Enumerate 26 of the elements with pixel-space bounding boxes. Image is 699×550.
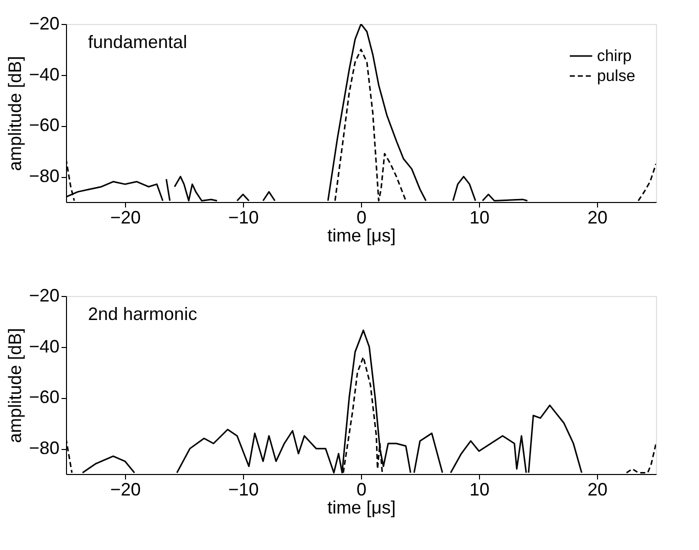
legend-label: chirp: [597, 48, 632, 65]
y-tick-label: −80: [28, 438, 60, 458]
x-tick-label: 10: [469, 480, 490, 500]
y-tick-label: −60: [28, 387, 60, 408]
y-tick-label: −20: [28, 14, 60, 34]
x-tick-label: −20: [110, 480, 141, 500]
x-tick-label: 0: [356, 480, 367, 500]
y-tick-label: −80: [28, 166, 60, 186]
x-axis-title: time [μs]: [327, 226, 396, 246]
x-tick-label: 20: [587, 480, 608, 500]
x-tick-label: −20: [110, 208, 141, 228]
x-tick-label: −10: [228, 480, 259, 500]
x-tick-label: 20: [587, 208, 608, 228]
annotation: 2nd harmonic: [88, 304, 198, 324]
y-axis-title: amplitude [dB]: [4, 56, 25, 172]
y-tick-label: −60: [28, 115, 60, 136]
y-tick-label: −20: [28, 286, 60, 306]
x-tick-label: 0: [356, 208, 367, 228]
x-tick-label: −10: [228, 208, 259, 228]
x-tick-label: 10: [469, 208, 490, 228]
x-axis-title: time [μs]: [327, 498, 396, 518]
annotation: fundamental: [88, 32, 188, 52]
y-tick-label: −40: [28, 336, 60, 356]
legend-label: pulse: [597, 68, 636, 85]
y-axis-title: amplitude [dB]: [4, 328, 25, 444]
y-tick-label: −40: [28, 64, 60, 84]
